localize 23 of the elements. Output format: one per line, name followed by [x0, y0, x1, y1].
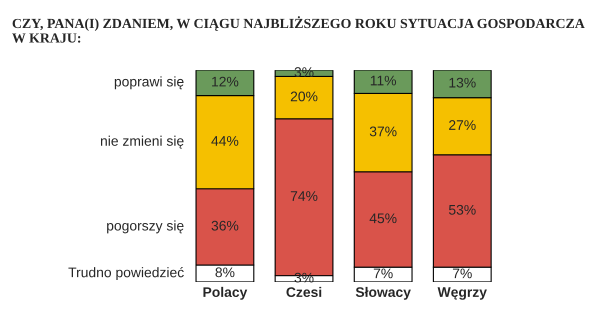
data-label: 45% [370, 213, 397, 224]
data-label: 53% [448, 204, 476, 215]
data-label: 11% [370, 76, 396, 86]
data-label: 44% [211, 136, 238, 146]
data-label: 20% [290, 92, 318, 102]
series-label: poprawi się [114, 76, 184, 90]
x-tick-label: Słowacy [356, 286, 411, 300]
data-label: 12% [212, 76, 238, 86]
data-label: 8% [215, 267, 234, 278]
series-label: pogorszy się [107, 220, 184, 234]
data-label: 7% [452, 268, 472, 278]
data-label: 36% [212, 220, 238, 231]
data-label: 27% [449, 120, 476, 130]
data-label: 13% [449, 78, 476, 88]
x-tick-label: Czesi [286, 286, 322, 298]
data-label: 37% [370, 126, 397, 136]
data-label: 7% [374, 268, 393, 278]
x-tick-label: Węgrzy [438, 287, 487, 300]
chart-title: CZY, PANA(I) ZDANIEM, W CIĄGU NAJBLIŻSZEGO ROKU SYTUACJA GOSPODARCZA W KRAJU: [12, 16, 585, 43]
series-label: nie zmieni się [100, 136, 184, 149]
data-label: 74% [290, 191, 318, 201]
series-label: Trudno powiedzieć [68, 266, 184, 280]
x-tick-label: Polacy [203, 286, 248, 300]
